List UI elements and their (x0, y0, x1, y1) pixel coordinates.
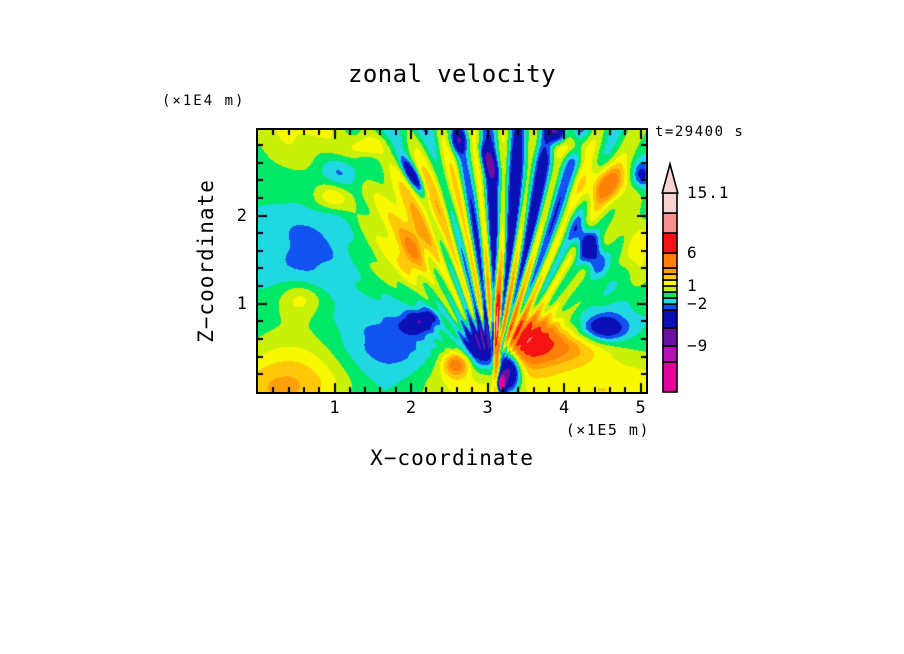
colorbar-segment (662, 361, 678, 393)
x-tick-label-5: 5 (635, 398, 646, 418)
x-axis-unit-label: (×1E5 m) (565, 421, 650, 439)
colorbar-segment (662, 252, 678, 269)
colorbar-segment (662, 291, 678, 299)
colorbar (661, 160, 679, 393)
colorbar-segment (662, 285, 678, 293)
x-tick-label-3: 3 (482, 398, 493, 418)
chart-title: zonal velocity (348, 60, 556, 88)
colorbar-segment (662, 345, 678, 363)
x-tick-label-2: 2 (405, 398, 417, 418)
z-axis-title: Z−coordinate (194, 179, 218, 343)
x-tick-label-1: 1 (329, 398, 340, 418)
x-tick-label-4: 4 (558, 398, 570, 418)
y-tick-label-1: 1 (236, 293, 247, 314)
colorbar-label-−2: −2 (687, 294, 709, 313)
colorbar-segment (662, 273, 678, 281)
y-tick-label-2: 2 (236, 205, 247, 226)
y-axis-unit-label: (×1E4 m) (162, 93, 246, 109)
colorbar-segment (662, 192, 678, 214)
colorbar-segment (662, 297, 678, 305)
timestamp-label: t=29400 s (655, 124, 745, 140)
colorbar-label-15.1: 15.1 (687, 183, 730, 202)
plot-area (256, 128, 648, 394)
colorbar-segment (662, 279, 678, 287)
colorbar-segment (662, 267, 678, 275)
colorbar-segment (662, 212, 678, 234)
colorbar-segment (662, 232, 678, 254)
contour-field-canvas (258, 130, 646, 392)
colorbar-label-−9: −9 (687, 336, 709, 355)
colorbar-arrow-icon (661, 160, 679, 194)
colorbar-segment (662, 309, 678, 329)
colorbar-segment (662, 303, 678, 311)
colorbar-label-1: 1 (687, 276, 698, 295)
colorbar-segment (662, 327, 678, 347)
colorbar-label-6: 6 (687, 243, 698, 262)
x-axis-title: X−coordinate (370, 446, 534, 470)
